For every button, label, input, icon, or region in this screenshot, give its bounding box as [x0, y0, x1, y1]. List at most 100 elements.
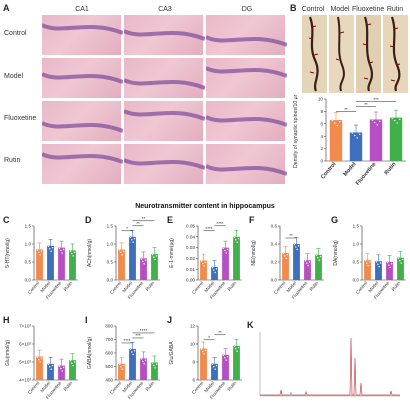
chromatogram: [250, 328, 406, 408]
data-point: [223, 249, 226, 252]
data-point: [119, 251, 122, 254]
data-point: [391, 117, 394, 120]
row-label-rutin: Rutin: [4, 157, 21, 164]
y-axis-label-b: Density of synaptic spines/10 μm: [293, 95, 299, 168]
data-point: [225, 251, 228, 255]
y-tick-label: 600: [105, 351, 113, 356]
data-point: [358, 133, 361, 136]
data-point: [375, 260, 378, 263]
data-point: [37, 358, 40, 361]
data-point: [226, 248, 229, 251]
bar-h-rutin: [69, 360, 76, 380]
histology-image-control-ca3: [123, 14, 206, 56]
y-tick-label: 0.02: [186, 256, 195, 261]
data-point: [215, 364, 218, 367]
data-point: [222, 354, 225, 357]
bar-f-fluoxetine: [304, 260, 311, 280]
data-point: [133, 349, 136, 352]
data-point: [152, 255, 155, 259]
y-axis-label-c: 5-HT(nmol/g): [5, 238, 11, 268]
bar-b-fluoxetine: [369, 119, 383, 161]
data-point: [58, 365, 61, 368]
y-tick-label: 6×10³: [19, 342, 31, 347]
y-tick-label: 0.6: [271, 224, 278, 229]
data-point: [36, 248, 39, 252]
data-point: [152, 364, 155, 367]
data-point: [401, 258, 404, 261]
x-tick-label-h: Rutin: [63, 380, 74, 392]
x-tick-label-i: Control: [109, 380, 122, 395]
col-label-dg: DG: [241, 6, 253, 13]
chart-b-svg: Density of synaptic spines/10 μm 0 2 4 6 8 10 C…: [293, 92, 406, 187]
data-point: [201, 350, 204, 353]
x-tick-label-e: Model: [203, 280, 215, 293]
data-point: [118, 363, 121, 366]
sig-label: ****: [123, 338, 130, 343]
data-point: [72, 364, 75, 367]
data-point: [40, 250, 43, 253]
data-point: [129, 236, 132, 239]
dendrite-image-strip: [302, 15, 408, 93]
chart-b: Density of synaptic spines/10 μm 0 2 4 6 8 10 C…: [290, 92, 410, 191]
data-point: [69, 249, 72, 253]
data-point: [141, 260, 144, 263]
data-point: [73, 360, 76, 364]
y-tick-label: 700: [105, 337, 113, 342]
bar-h-control: [36, 356, 43, 380]
data-point: [367, 264, 370, 267]
bar-h-fluoxetine: [58, 365, 65, 380]
y-tick-label: 500: [105, 364, 113, 369]
sig-label: ***: [373, 97, 379, 102]
y-tick-label: 5×10³: [19, 360, 31, 365]
data-point: [307, 264, 310, 267]
data-point: [51, 364, 54, 367]
y-tick-label: 12: [190, 324, 196, 329]
data-point: [233, 345, 236, 348]
data-point: [398, 259, 401, 262]
x-tick-label-f: Model: [285, 280, 297, 293]
sig-label: *: [126, 226, 128, 231]
data-point: [203, 264, 206, 268]
sig-label: ****: [205, 226, 212, 231]
data-point: [143, 362, 146, 365]
data-point: [225, 359, 228, 362]
x-tick-label-b: Control: [320, 161, 338, 180]
bar-f-rutin: [315, 254, 322, 280]
y-tick-label: 0.5: [107, 260, 114, 265]
data-point: [308, 260, 311, 264]
y-tick-label: 1.5: [25, 224, 32, 229]
chart-j: J Glu/GABA 6 8 10 12 Control Model Fluoxetine Rut…: [164, 314, 246, 410]
bar-e-control: [200, 260, 207, 280]
sig-label: **: [289, 233, 293, 238]
data-point: [390, 262, 393, 265]
bar-e-model: [211, 267, 218, 280]
panel-label-f: F: [249, 215, 255, 225]
data-point: [59, 367, 62, 370]
bar-g-rutin: [397, 257, 404, 280]
bar-h-model: [47, 363, 54, 380]
x-tick-label-d: Rutin: [145, 280, 156, 292]
data-point: [214, 368, 217, 371]
data-point: [40, 357, 43, 360]
y-tick-label: 4×10³: [19, 378, 31, 383]
data-point: [297, 244, 300, 247]
x-tick-label-b: Fluoxetine: [355, 161, 378, 186]
data-point: [331, 119, 334, 122]
panel-label-a: A: [3, 3, 10, 13]
chart-d: D ACh(nmol/g) 0.0 0.5 1.0 1.5 Control Model Fluo…: [82, 214, 164, 310]
row-label-control: Control: [4, 30, 27, 37]
x-tick-label-h: Control: [27, 380, 40, 395]
data-point: [400, 261, 403, 265]
data-point: [294, 245, 297, 249]
data-point: [201, 262, 204, 265]
data-point: [373, 121, 376, 124]
data-point: [338, 120, 341, 123]
spine-label-rutin: Rutin: [386, 6, 404, 13]
data-point: [211, 363, 214, 366]
data-point: [396, 121, 399, 125]
panel-label-h: H: [3, 315, 10, 325]
y-tick-label: 400: [105, 378, 113, 383]
data-point: [316, 256, 319, 259]
data-point: [51, 246, 54, 249]
